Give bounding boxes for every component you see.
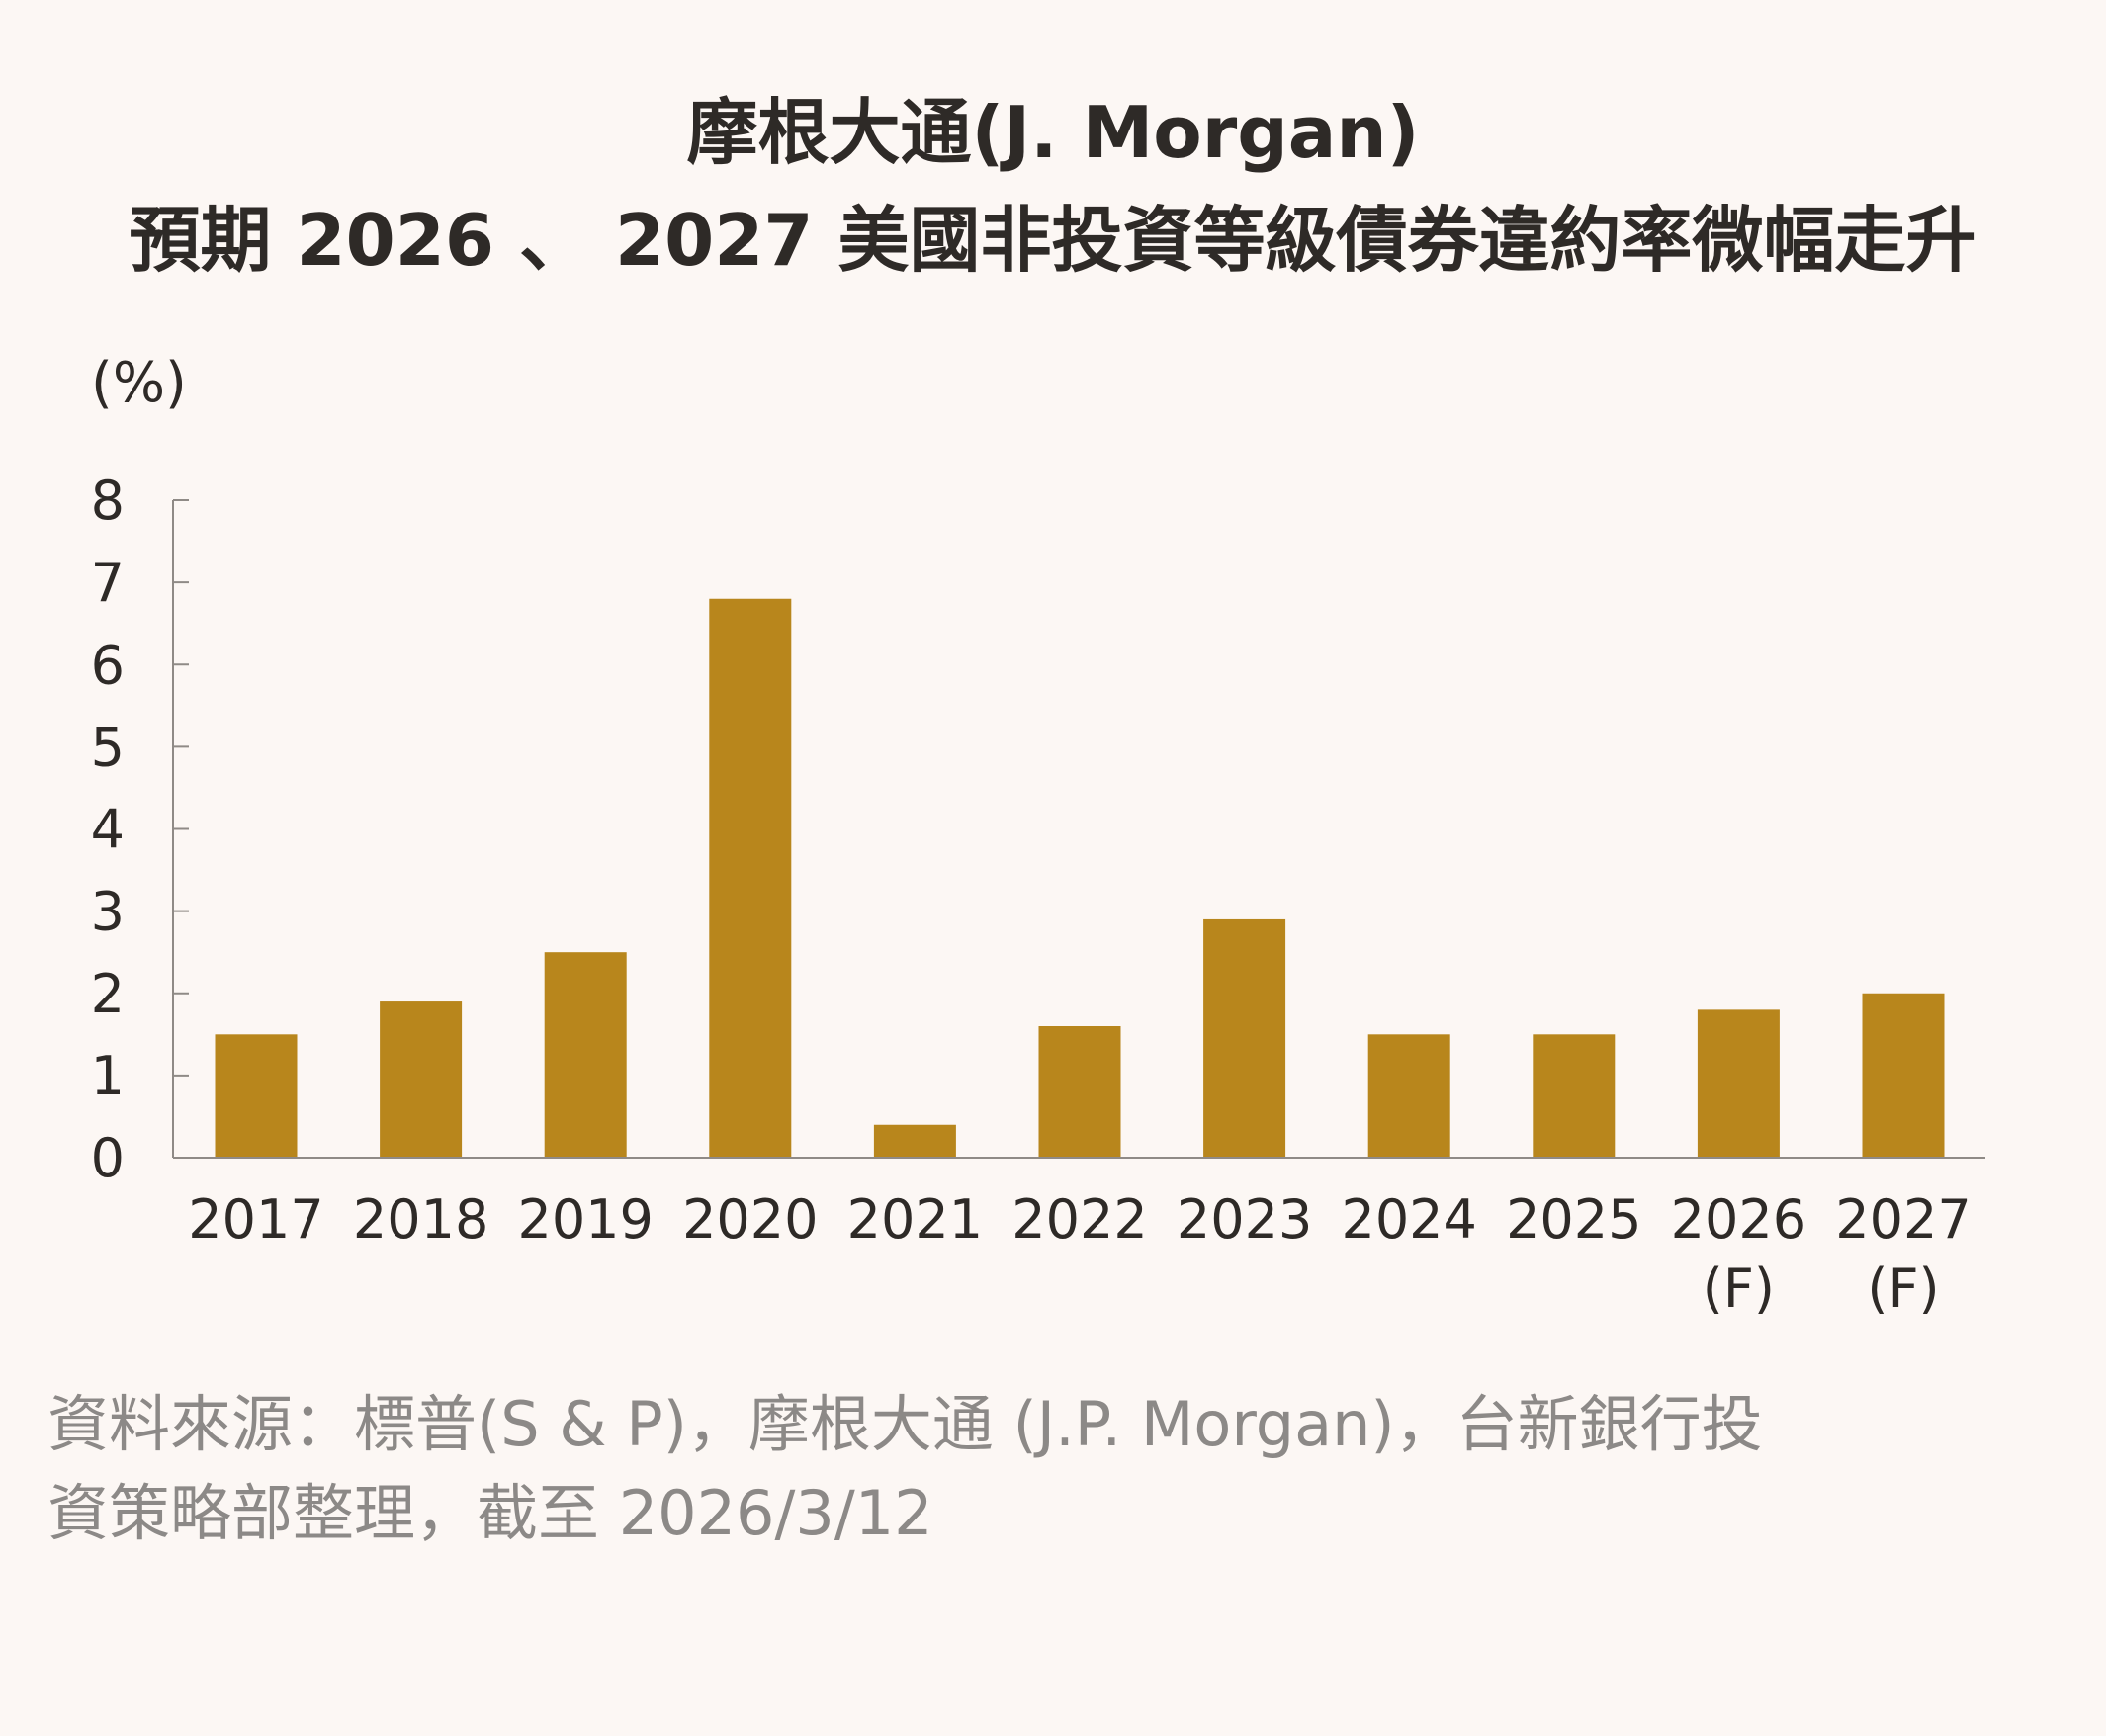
y-tick-label: 6 bbox=[91, 634, 125, 696]
x-tick-label: 2017 bbox=[188, 1188, 323, 1251]
y-tick-label: 7 bbox=[91, 552, 125, 614]
y-tick-label: 3 bbox=[91, 881, 125, 943]
x-tick-label: 2023 bbox=[1177, 1188, 1312, 1251]
x-tick-label: 2020 bbox=[682, 1188, 818, 1251]
source-note-line2: 資策略部整理，截至 2026/3/12 bbox=[47, 1477, 933, 1549]
bars bbox=[215, 598, 1945, 1158]
x-tick-label: 2019 bbox=[517, 1188, 653, 1251]
y-tick-label: 2 bbox=[91, 963, 125, 1025]
x-tick-label: 2022 bbox=[1011, 1188, 1147, 1251]
y-tick-label: 8 bbox=[91, 470, 125, 532]
bar-2017 bbox=[215, 1034, 298, 1158]
x-tick-label: 2026 bbox=[1671, 1188, 1806, 1251]
bar-2027 bbox=[1862, 993, 1945, 1158]
y-axis-unit-label: (%) bbox=[91, 351, 187, 415]
bar-2019 bbox=[544, 952, 627, 1158]
bar-2023 bbox=[1203, 918, 1286, 1158]
y-axis: 0 1 2 3 4 5 6 7 8 bbox=[91, 470, 189, 1189]
bar-2025 bbox=[1533, 1034, 1616, 1158]
bar-2026 bbox=[1697, 1009, 1780, 1158]
chart-title-line1: 摩根大通(J. Morgan) bbox=[686, 91, 1420, 174]
x-tick-label: 2021 bbox=[847, 1188, 983, 1251]
x-axis: 2017 2018 2019 2020 2021 2022 2023 2024 2025 2026… bbox=[173, 1157, 1985, 1320]
x-tick-label: 2027 bbox=[1835, 1188, 1971, 1251]
y-tick-label: 5 bbox=[91, 716, 125, 778]
bar-2024 bbox=[1367, 1034, 1450, 1158]
chart-title-line2: 預期 2026 、 2027 美國非投資等級債券違約率微幅走升 bbox=[129, 199, 1977, 282]
x-tick-label: 2018 bbox=[353, 1188, 488, 1251]
x-tick-forecast-note: (F) bbox=[1867, 1258, 1939, 1320]
bar-2021 bbox=[873, 1124, 956, 1158]
y-tick-label: 0 bbox=[91, 1127, 125, 1189]
source-note-line1: 資料來源：標普(S & P)，摩根大通 (J.P. Morgan)，台新銀行投 bbox=[47, 1388, 1763, 1460]
bar-2022 bbox=[1038, 1026, 1121, 1158]
y-tick-label: 1 bbox=[91, 1045, 125, 1107]
bar-2020 bbox=[709, 598, 792, 1158]
y-tick-label: 4 bbox=[91, 799, 125, 861]
x-tick-label: 2024 bbox=[1341, 1188, 1476, 1251]
bar-2018 bbox=[380, 1001, 463, 1158]
x-tick-forecast-note: (F) bbox=[1703, 1258, 1775, 1320]
x-tick-label: 2025 bbox=[1506, 1188, 1641, 1251]
